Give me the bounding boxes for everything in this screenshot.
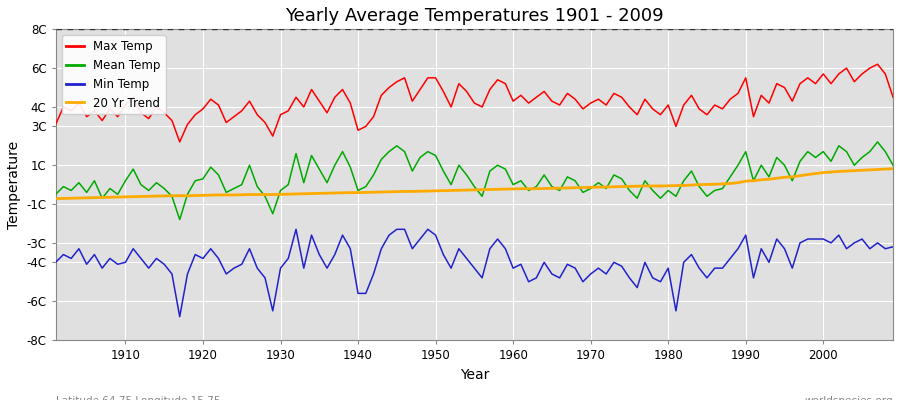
X-axis label: Year: Year — [460, 368, 489, 382]
Legend: Max Temp, Mean Temp, Min Temp, 20 Yr Trend: Max Temp, Mean Temp, Min Temp, 20 Yr Tre… — [61, 35, 166, 114]
Text: worldspecies.org: worldspecies.org — [805, 396, 893, 400]
Y-axis label: Temperature: Temperature — [7, 140, 21, 229]
Text: Latitude 64.75 Longitude 15.75: Latitude 64.75 Longitude 15.75 — [56, 396, 220, 400]
Title: Yearly Average Temperatures 1901 - 2009: Yearly Average Temperatures 1901 - 2009 — [285, 7, 663, 25]
